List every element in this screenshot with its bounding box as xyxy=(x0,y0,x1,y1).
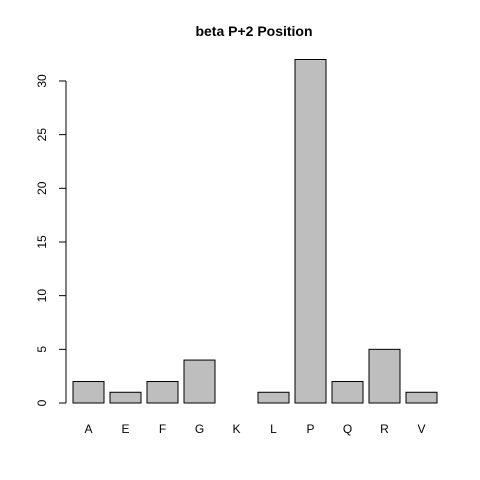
bar-V xyxy=(405,391,438,404)
x-tick-label-A: A xyxy=(84,422,92,436)
bar-E xyxy=(109,391,142,404)
x-tick-label-Q: Q xyxy=(343,422,352,436)
x-tick-label-E: E xyxy=(121,422,129,436)
y-tick-label: 0 xyxy=(35,399,49,406)
bar-P xyxy=(294,59,327,404)
bar-R xyxy=(368,348,401,404)
y-axis: 0 5 10 15 20 25 30 xyxy=(35,74,67,406)
y-tick-label: 30 xyxy=(35,74,49,88)
x-tick-label-G: G xyxy=(195,422,204,436)
y-tick-label: 20 xyxy=(35,181,49,195)
x-tick-label-F: F xyxy=(159,422,166,436)
bar-Q xyxy=(331,381,364,404)
x-tick-label-R: R xyxy=(380,422,389,436)
y-tick-label: 15 xyxy=(35,235,49,249)
bar-L xyxy=(257,391,290,404)
chart-title: beta P+2 Position xyxy=(195,23,312,39)
x-tick-label-K: K xyxy=(232,422,240,436)
x-tick-label-P: P xyxy=(306,422,314,436)
bar-F xyxy=(146,381,179,404)
x-tick-label-V: V xyxy=(417,422,425,436)
bar-G xyxy=(183,359,216,404)
bar-A xyxy=(72,381,105,404)
bar-series xyxy=(72,59,438,404)
y-tick-label: 10 xyxy=(35,289,49,303)
y-tick-label: 25 xyxy=(35,128,49,142)
y-tick-label: 5 xyxy=(35,346,49,353)
x-tick-label-L: L xyxy=(270,422,277,436)
